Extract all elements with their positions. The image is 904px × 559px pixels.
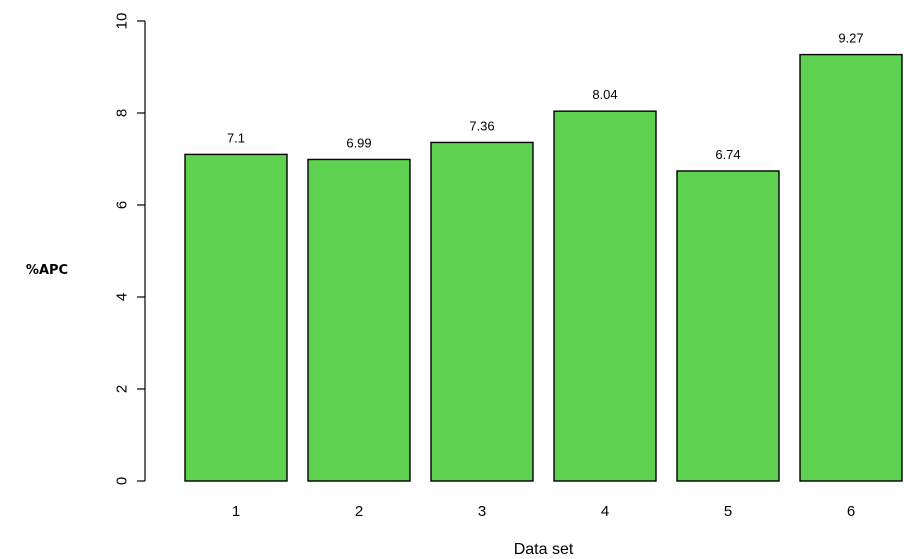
y-tick-label: 8 — [114, 109, 131, 117]
bar-value-label: 6.74 — [715, 147, 740, 162]
y-tick-label: 0 — [114, 477, 131, 485]
bar — [799, 53, 903, 482]
bars-group — [184, 53, 903, 482]
y-axis: 0 2 4 6 8 10 — [114, 13, 146, 485]
bar-value-label: 7.1 — [227, 130, 245, 145]
data-labels-group: 7.1 6.99 7.36 8.04 6.74 9.27 — [227, 31, 864, 162]
x-tick-label: 4 — [601, 503, 609, 520]
y-axis-title: %APC — [26, 263, 68, 278]
x-tick-label: 1 — [232, 503, 240, 520]
bar-value-label: 9.27 — [838, 31, 863, 46]
y-tick-label: 2 — [114, 385, 131, 393]
y-tick-label: 6 — [114, 201, 131, 209]
bar — [307, 158, 411, 482]
bar — [184, 153, 288, 482]
x-tick-label: 2 — [355, 503, 363, 520]
bar-value-label: 7.36 — [469, 118, 494, 133]
bar — [676, 170, 780, 482]
x-tick-labels-group: 1 2 3 4 5 6 — [232, 503, 855, 520]
x-tick-label: 5 — [724, 503, 732, 520]
bar — [430, 141, 534, 482]
x-axis-title: Data set — [514, 541, 574, 558]
y-tick-label: 10 — [114, 13, 131, 30]
bar-value-label: 6.99 — [346, 135, 371, 150]
bar-value-label: 8.04 — [592, 87, 617, 102]
bar — [553, 110, 657, 482]
x-tick-label: 6 — [847, 503, 855, 520]
x-tick-label: 3 — [478, 503, 486, 520]
y-tick-label: 4 — [114, 293, 131, 301]
